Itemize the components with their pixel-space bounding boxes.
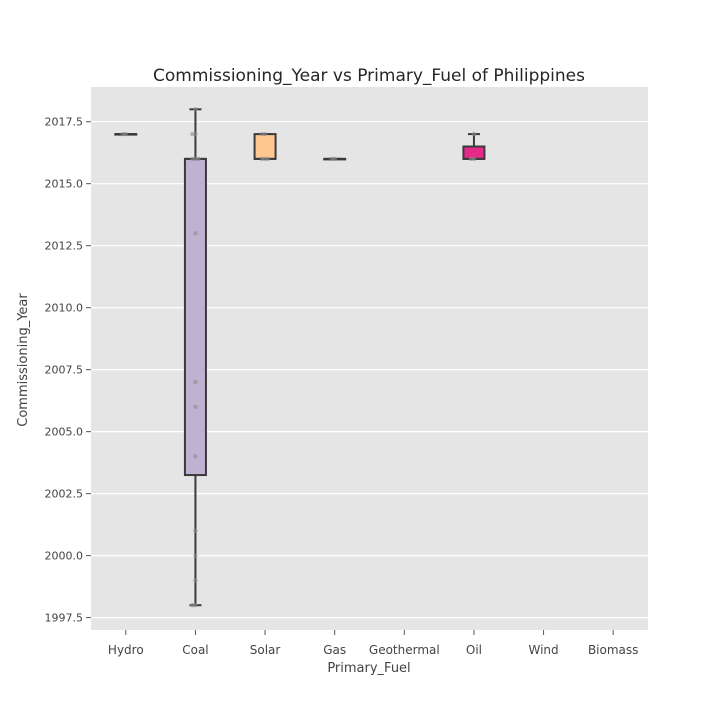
chart-title: Commissioning_Year vs Primary_Fuel of Ph… [153, 66, 585, 86]
data-point [190, 603, 195, 608]
x-tick-label: Hydro [108, 643, 144, 657]
data-point [193, 231, 198, 236]
plot-area [91, 87, 648, 630]
x-tick-label: Gas [323, 643, 346, 657]
box-body [183, 157, 207, 477]
x-tick-label: Wind [528, 643, 558, 657]
y-tick-label: 2015.0 [45, 178, 84, 191]
data-point [193, 379, 198, 385]
data-point [190, 131, 195, 137]
data-point [190, 156, 195, 162]
y-tick-label: 2017.5 [45, 116, 84, 129]
y-tick-label: 1997.5 [45, 612, 84, 625]
data-point [468, 156, 474, 162]
box-body [253, 133, 277, 160]
x-tick-label: Solar [250, 643, 281, 657]
y-tick-label: 2007.5 [45, 364, 84, 377]
y-tick-label: 2000.0 [45, 550, 84, 563]
y-tick-label: 2010.0 [45, 302, 84, 315]
x-tick-label: Biomass [588, 643, 638, 657]
data-point [193, 404, 198, 410]
data-point [193, 553, 198, 558]
x-axis-label: Primary_Fuel [327, 661, 410, 676]
data-point [329, 156, 334, 162]
data-point [193, 528, 198, 534]
data-point [259, 131, 265, 137]
x-tick-label: Oil [466, 643, 482, 657]
y-tick-label: 2012.5 [45, 240, 84, 253]
x-tick-label: Geothermal [369, 643, 440, 657]
data-point [259, 156, 265, 162]
x-tick-label: Coal [182, 643, 208, 657]
y-tick-label: 2002.5 [45, 488, 84, 501]
y-tick-label: 2005.0 [45, 426, 84, 439]
data-point [120, 131, 126, 137]
y-axis-label: Commissioning_Year [16, 293, 31, 427]
data-point [196, 156, 201, 162]
data-point [265, 156, 271, 162]
data-point [193, 107, 198, 112]
data-point [471, 131, 477, 137]
data-point [193, 454, 198, 459]
data-point [193, 578, 198, 583]
box-solar [253, 133, 277, 160]
